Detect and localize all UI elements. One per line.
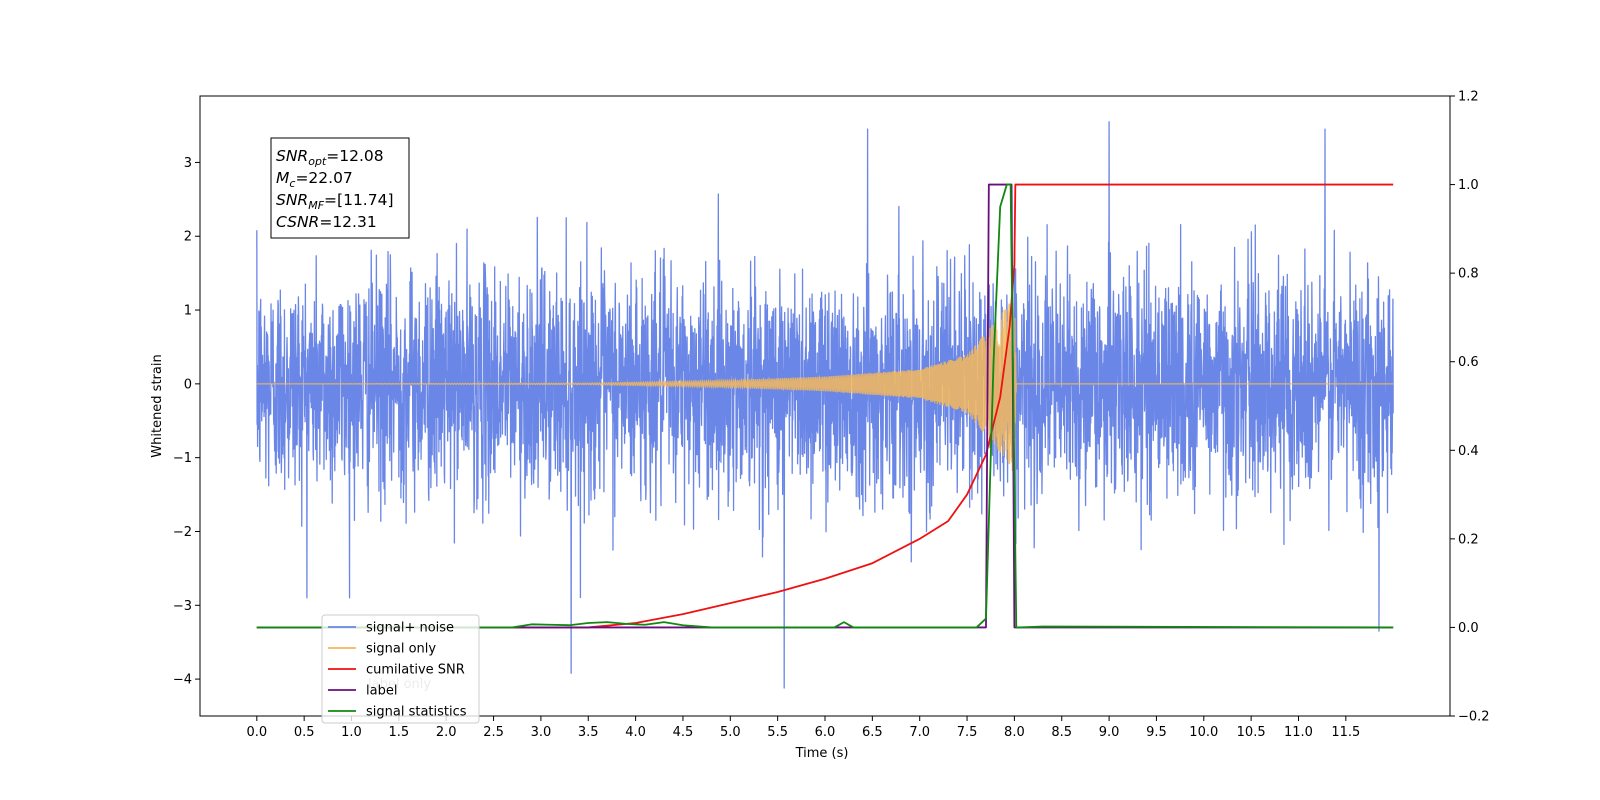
x-tick-label: 7.0 — [909, 725, 930, 740]
x-tick-label: 0.5 — [294, 725, 315, 740]
series-signal-statistics-line — [256, 183, 1394, 629]
x-tick-label: 5.0 — [720, 725, 741, 740]
y2-tick-label: 0.0 — [1458, 621, 1479, 636]
y2-tick-label: −0.2 — [1458, 710, 1490, 725]
x-tick-label: 11.0 — [1284, 725, 1313, 740]
x-tick-label: 4.5 — [673, 725, 694, 740]
x-tick-label: 7.5 — [957, 725, 978, 740]
legend-label: cumilative SNR — [366, 663, 465, 678]
x-tick-label: 6.5 — [862, 725, 883, 740]
legend-label: signal only — [366, 642, 436, 657]
x-tick-label: 8.0 — [1004, 725, 1025, 740]
x-tick-label: 5.5 — [767, 725, 788, 740]
y2-tick-label: 1.0 — [1458, 178, 1479, 193]
axes-layer: 0.0 0.5 1.0 1.5 2.0 2.5 3.0 3.5 4.0 4.5 5.0 5.5 6.0 6… — [173, 90, 1490, 741]
x-tick-label: 0.0 — [246, 725, 267, 740]
y2-tick-label: 1.2 — [1458, 90, 1479, 105]
y-tick-label: 3 — [184, 156, 192, 171]
y-tick-label: −4 — [173, 673, 192, 688]
x-tick-label: 2.0 — [436, 725, 457, 740]
x-tick-label: 9.5 — [1146, 725, 1167, 740]
annotation-line: SNRopt=12.08 — [276, 147, 384, 168]
annotation-line: Mc=22.07 — [276, 169, 353, 190]
y2-tick-label: 0.4 — [1458, 444, 1479, 459]
series-signal-only-line — [256, 285, 1394, 489]
annotation-line: SNRMF=[11.74] — [276, 191, 394, 212]
series-cumilative-snr-line — [256, 183, 1394, 629]
x-tick-label: 2.5 — [483, 725, 504, 740]
x-tick-label: 8.5 — [1051, 725, 1072, 740]
x-tick-label: 10.0 — [1189, 725, 1218, 740]
y-tick-label: 2 — [184, 230, 192, 245]
legend-label: label — [366, 684, 397, 699]
x-tick-label: 4.0 — [625, 725, 646, 740]
x-axis-title: Time (s) — [795, 746, 849, 761]
x-tick-label: 3.0 — [531, 725, 552, 740]
legend-frame — [321, 614, 480, 724]
y-tick-label: −3 — [173, 599, 192, 614]
annotation-box-frame — [270, 137, 410, 239]
series-layer — [256, 121, 1394, 689]
y-tick-label: 0 — [184, 377, 192, 392]
x-tick-label: 9.0 — [1099, 725, 1120, 740]
x-tick-label: 1.0 — [341, 725, 362, 740]
x-tick-label: 11.5 — [1331, 725, 1360, 740]
annotation-line: CSNR=12.31 — [276, 213, 377, 231]
legend-label: signal+ noise — [366, 621, 454, 636]
legend-label: signal statistics — [366, 705, 467, 720]
snr-annotation-box: SNRopt=12.08Mc=22.07SNRMF=[11.74]CSNR=12… — [270, 137, 410, 239]
y2-tick-label: 0.6 — [1458, 355, 1479, 370]
y-tick-label: −1 — [173, 451, 192, 466]
x-tick-label: 6.0 — [815, 725, 836, 740]
x-tick-label: 1.5 — [389, 725, 410, 740]
x-tick-label: 3.5 — [578, 725, 599, 740]
x-tick-label: 10.5 — [1237, 725, 1266, 740]
y2-tick-label: 0.8 — [1458, 267, 1479, 282]
y-tick-label: 1 — [184, 304, 192, 319]
y-tick-label: −2 — [173, 525, 192, 540]
y-axis-title: Whitened strain — [150, 354, 165, 457]
y2-tick-label: 0.2 — [1458, 532, 1479, 547]
